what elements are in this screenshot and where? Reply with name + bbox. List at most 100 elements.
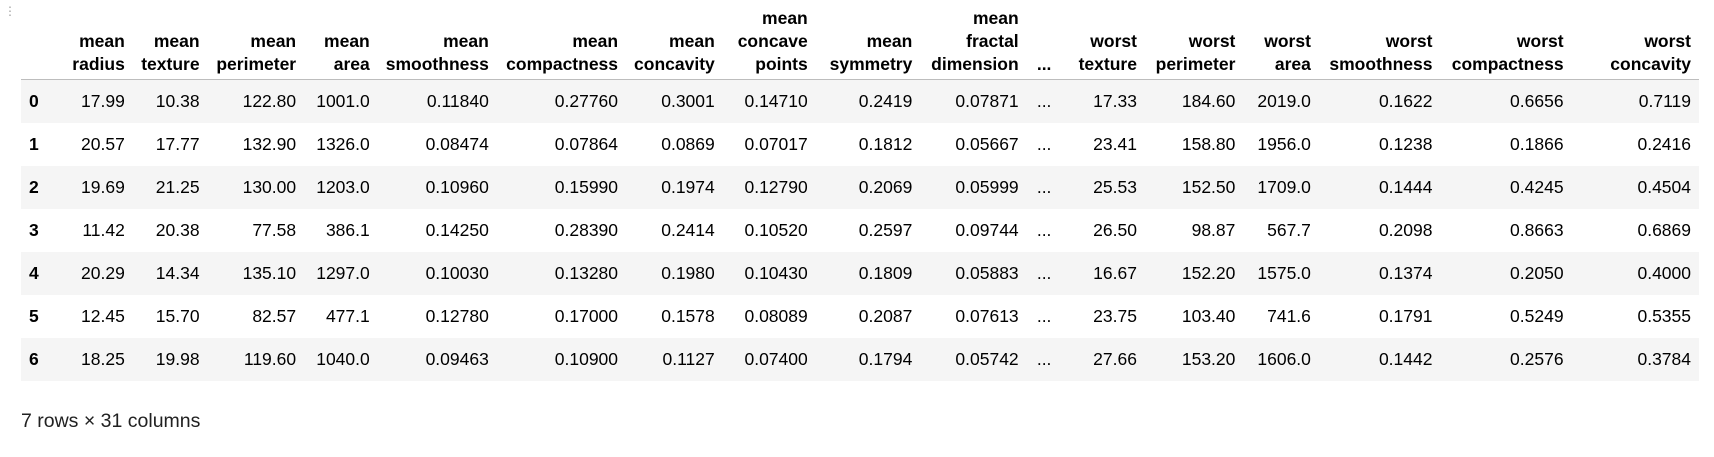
table-cell: 12.45	[81, 306, 125, 326]
table-cell: 0.1866	[1510, 134, 1564, 154]
table-cell: 10.38	[132, 79, 208, 123]
table-cell: 0.1444	[1318, 166, 1441, 209]
table-cell: 0.10030	[377, 252, 497, 295]
table-cell: 17.99	[50, 79, 133, 123]
column-header: mean perimeter	[207, 0, 305, 80]
column-header: worst texture	[1059, 0, 1145, 80]
column-header-line: smoothness	[385, 54, 489, 74]
column-header: mean concavity	[626, 0, 723, 80]
table-cell: 1040.0	[304, 338, 378, 381]
table-cell: 132.90	[242, 134, 297, 154]
table-cell: 386.1	[325, 220, 370, 240]
table-cell: 0.4245	[1440, 166, 1572, 209]
column-header: worst smoothness	[1318, 0, 1441, 80]
table-cell: 0.10960	[377, 166, 497, 209]
table-cell: 20.38	[155, 220, 200, 240]
table-cell: 27.66	[1059, 338, 1145, 381]
column-header-line: compactness	[506, 54, 619, 74]
table-cell: ...	[1026, 79, 1060, 123]
column-header-line: mean	[250, 31, 297, 51]
column-header: mean fractal dimension	[920, 0, 1027, 80]
table-cell: 0.5355	[1637, 306, 1691, 326]
table-cell: 25.53	[1059, 166, 1145, 209]
table-cell: ...	[1036, 220, 1052, 240]
table-cell: 0.08089	[744, 306, 808, 326]
row-index: 2	[21, 166, 51, 209]
column-header-line: worst	[1385, 31, 1433, 51]
column-header-line: smoothness	[1329, 54, 1433, 74]
column-header: mean area	[304, 0, 378, 80]
column-header: mean compactness	[496, 0, 627, 80]
table-cell: 0.14250	[425, 220, 489, 240]
table-cell: 0.2576	[1440, 338, 1572, 381]
row-index: 1	[29, 134, 39, 154]
table-cell: 0.2416	[1637, 134, 1691, 154]
table-cell: 82.57	[252, 306, 297, 326]
table-cell: 158.80	[1181, 134, 1236, 154]
column-header: worst area	[1243, 0, 1319, 80]
dataframe-table: mean radius mean texture mean perimeter mean ar…	[21, 0, 1699, 381]
table-cell: 0.1794	[815, 338, 921, 381]
table-body: 0 17.99 10.38 122.80 1001.0 0.11840 0.27760 0.3…	[21, 79, 1699, 381]
column-header-line: perimeter	[1155, 54, 1236, 74]
table-cell: 0.10900	[496, 338, 627, 381]
row-index: 4	[21, 252, 51, 295]
column-header-line: texture	[1078, 54, 1137, 74]
column-header: mean texture	[132, 0, 208, 80]
table-cell: 130.00	[207, 166, 305, 209]
table-cell: 0.0869	[661, 134, 715, 154]
table-cell: 0.2419	[815, 79, 921, 123]
table-cell: ...	[1036, 306, 1052, 326]
table-cell: 1297.0	[304, 252, 378, 295]
column-header-line: worst	[1516, 31, 1564, 51]
table-cell: 0.2087	[858, 306, 913, 326]
column-header: mean smoothness	[377, 0, 497, 80]
table-cell: 0.13280	[496, 252, 627, 295]
table-cell: 1326.0	[316, 134, 370, 154]
table-cell: 0.09463	[377, 338, 497, 381]
table-cell: 0.1238	[1378, 134, 1433, 154]
table-cell: 0.3001	[626, 79, 723, 123]
table-cell: 77.58	[252, 220, 297, 240]
drag-handle-icon[interactable]: ⋮	[4, 4, 16, 18]
table-row: 3 11.42 20.38 77.58 386.1 0.14250 0.28390 0.241…	[21, 209, 1699, 252]
table-cell: 0.12780	[425, 306, 489, 326]
table-cell: 0.07871	[920, 79, 1027, 123]
column-header-line: worst	[1090, 31, 1137, 51]
table-cell: ...	[1036, 134, 1052, 154]
table-cell: 1709.0	[1243, 166, 1319, 209]
table-cell: 98.87	[1191, 220, 1236, 240]
table-cell: ...	[1026, 252, 1060, 295]
table-cell: 1606.0	[1243, 338, 1319, 381]
table-cell: 0.2069	[815, 166, 921, 209]
column-header-line: area	[333, 54, 370, 74]
table-cell: 0.7119	[1571, 79, 1699, 123]
column-header-line: compactness	[1451, 54, 1564, 74]
table-cell: 0.4504	[1571, 166, 1699, 209]
table-cell: 0.10520	[744, 220, 808, 240]
table-cell: 0.5249	[1510, 306, 1564, 326]
table-cell: 0.07017	[744, 134, 808, 154]
table-row: 1 20.57 17.77 132.90 1326.0 0.08474 0.07864 0.0…	[21, 123, 1699, 166]
table-cell: 0.1974	[626, 166, 723, 209]
table-cell: ...	[1026, 166, 1060, 209]
table-cell: 0.2597	[858, 220, 913, 240]
table-cell: 0.05667	[955, 134, 1019, 154]
table-cell: 1001.0	[304, 79, 378, 123]
table-row: 5 12.45 15.70 82.57 477.1 0.12780 0.17000 0.157…	[21, 295, 1699, 338]
column-header: mean radius	[50, 0, 133, 80]
column-header-line: texture	[141, 54, 200, 74]
table-cell: 0.07864	[554, 134, 619, 154]
table-cell: 741.6	[1267, 306, 1311, 326]
table-cell: 0.08474	[425, 134, 489, 154]
table-cell: 0.15990	[496, 166, 627, 209]
table-cell: 0.1374	[1318, 252, 1441, 295]
table-cell: 1956.0	[1257, 134, 1311, 154]
table-cell: 0.14710	[722, 79, 816, 123]
column-header-line: worst	[1644, 31, 1691, 51]
table-row: 6 18.25 19.98 119.60 1040.0 0.09463 0.10900 0.1…	[21, 338, 1699, 381]
table-header-row: mean radius mean texture mean perimeter mean ar…	[21, 0, 1699, 80]
column-header-line: mean	[572, 31, 619, 51]
table-cell: 0.09744	[955, 220, 1019, 240]
table-cell: 0.07400	[722, 338, 816, 381]
